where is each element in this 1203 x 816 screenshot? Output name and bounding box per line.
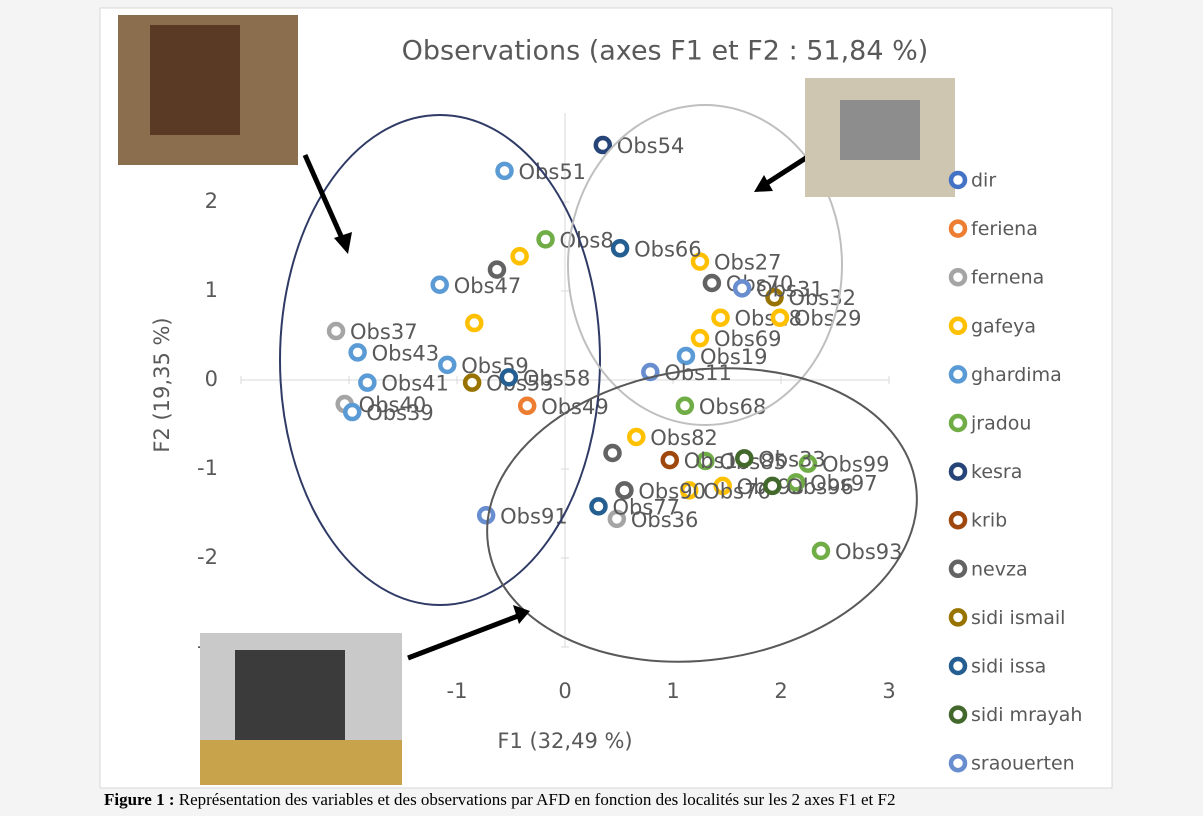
legend-label: sidi mrayah [971,704,1082,726]
x-tick-label: 1 [666,679,679,703]
point [502,370,516,384]
point [345,405,359,419]
point-label: Obs33 [758,447,826,471]
point [433,278,447,292]
point-label: Obs54 [617,134,685,158]
legend-label: kesra [971,461,1022,483]
point [467,316,481,330]
legend-label: feriena [971,218,1038,240]
point [591,499,605,513]
y-tick-label: 0 [205,367,218,391]
y-axis-label: F2 (19,35 %) [150,317,174,452]
legend-marker [951,319,965,333]
page: Observations (axes F1 et F2 : 51,84 %) F… [0,0,1203,816]
caption-label: Figure 1 : [104,790,175,809]
photo-subject [840,100,920,160]
point [490,263,504,277]
x-tick-label: 2 [774,679,787,703]
point-label: Obs8 [560,228,614,252]
legend-marker [951,610,965,624]
point-label: Obs58 [523,366,591,390]
photo-subject [150,25,240,135]
caption-text: Représentation des variables et des obse… [175,790,896,809]
point [351,345,365,359]
y-tick-label: -2 [197,545,218,569]
point-label: Obs29 [794,307,862,331]
legend-label: sidi issa [971,656,1046,678]
x-axis-label: F1 (32,49 %) [497,729,632,753]
point [498,164,512,178]
point-label: Obs31 [756,277,824,301]
legend-marker [951,222,965,236]
point [539,232,553,246]
point [479,508,493,522]
legend-marker [951,173,965,187]
legend-marker [951,270,965,284]
point [814,544,828,558]
point [629,430,643,444]
legend-label: sraouerten [971,753,1075,775]
point-label: Obs82 [650,426,718,450]
point-label: Obs66 [634,237,702,261]
legend-marker [951,465,965,479]
legend-label: jradou [970,413,1031,435]
point [465,376,479,390]
point [520,399,534,413]
point [596,138,610,152]
point [765,479,779,493]
legend-marker [951,562,965,576]
point [773,311,787,325]
point-label: Obs93 [835,540,903,564]
legend-label: dir [971,170,996,192]
point-label: Obs41 [381,372,449,396]
photo-ground [200,740,402,785]
x-tick-label: -1 [447,679,468,703]
point [606,446,620,460]
y-tick-label: 2 [205,189,218,213]
legend-marker [951,659,965,673]
point [440,358,454,372]
point [613,241,627,255]
photo-subject [235,650,345,740]
point [705,276,719,290]
chart-title: Observations (axes F1 et F2 : 51,84 %) [402,36,929,67]
point-label: Obs39 [366,401,434,425]
legend-label: krib [971,510,1007,532]
point-label: Obs76 [703,479,771,503]
legend-marker [951,416,965,430]
legend-label: sidi ismail [971,607,1065,629]
y-tick-label: -1 [197,456,218,480]
chart: Observations (axes F1 et F2 : 51,84 %) F… [0,0,1203,790]
legend-marker [951,513,965,527]
x-tick-label: 0 [558,679,571,703]
point [693,331,707,345]
point [329,324,343,338]
legend-label: fernena [971,267,1044,289]
point-label: Obs77 [612,495,680,519]
point [663,453,677,467]
legend-label: gafeya [971,315,1036,337]
point-label: Obs43 [372,341,440,365]
caption: Figure 1 : Représentation des variables … [104,790,895,810]
legend-marker [951,708,965,722]
point-label: Obs68 [699,395,767,419]
point [678,399,692,413]
point [714,311,728,325]
point-label: Obs47 [454,274,522,298]
legend-marker [951,756,965,770]
legend-marker [951,367,965,381]
point [360,376,374,390]
point [513,249,527,263]
legend-label: nevza [971,558,1028,580]
point-label: Obs96 [786,475,854,499]
point [737,451,751,465]
point [735,281,749,295]
x-tick-label: 3 [882,679,895,703]
y-tick-label: 1 [205,278,218,302]
legend-label: ghardima [971,364,1062,386]
point-label: Obs51 [519,160,587,184]
